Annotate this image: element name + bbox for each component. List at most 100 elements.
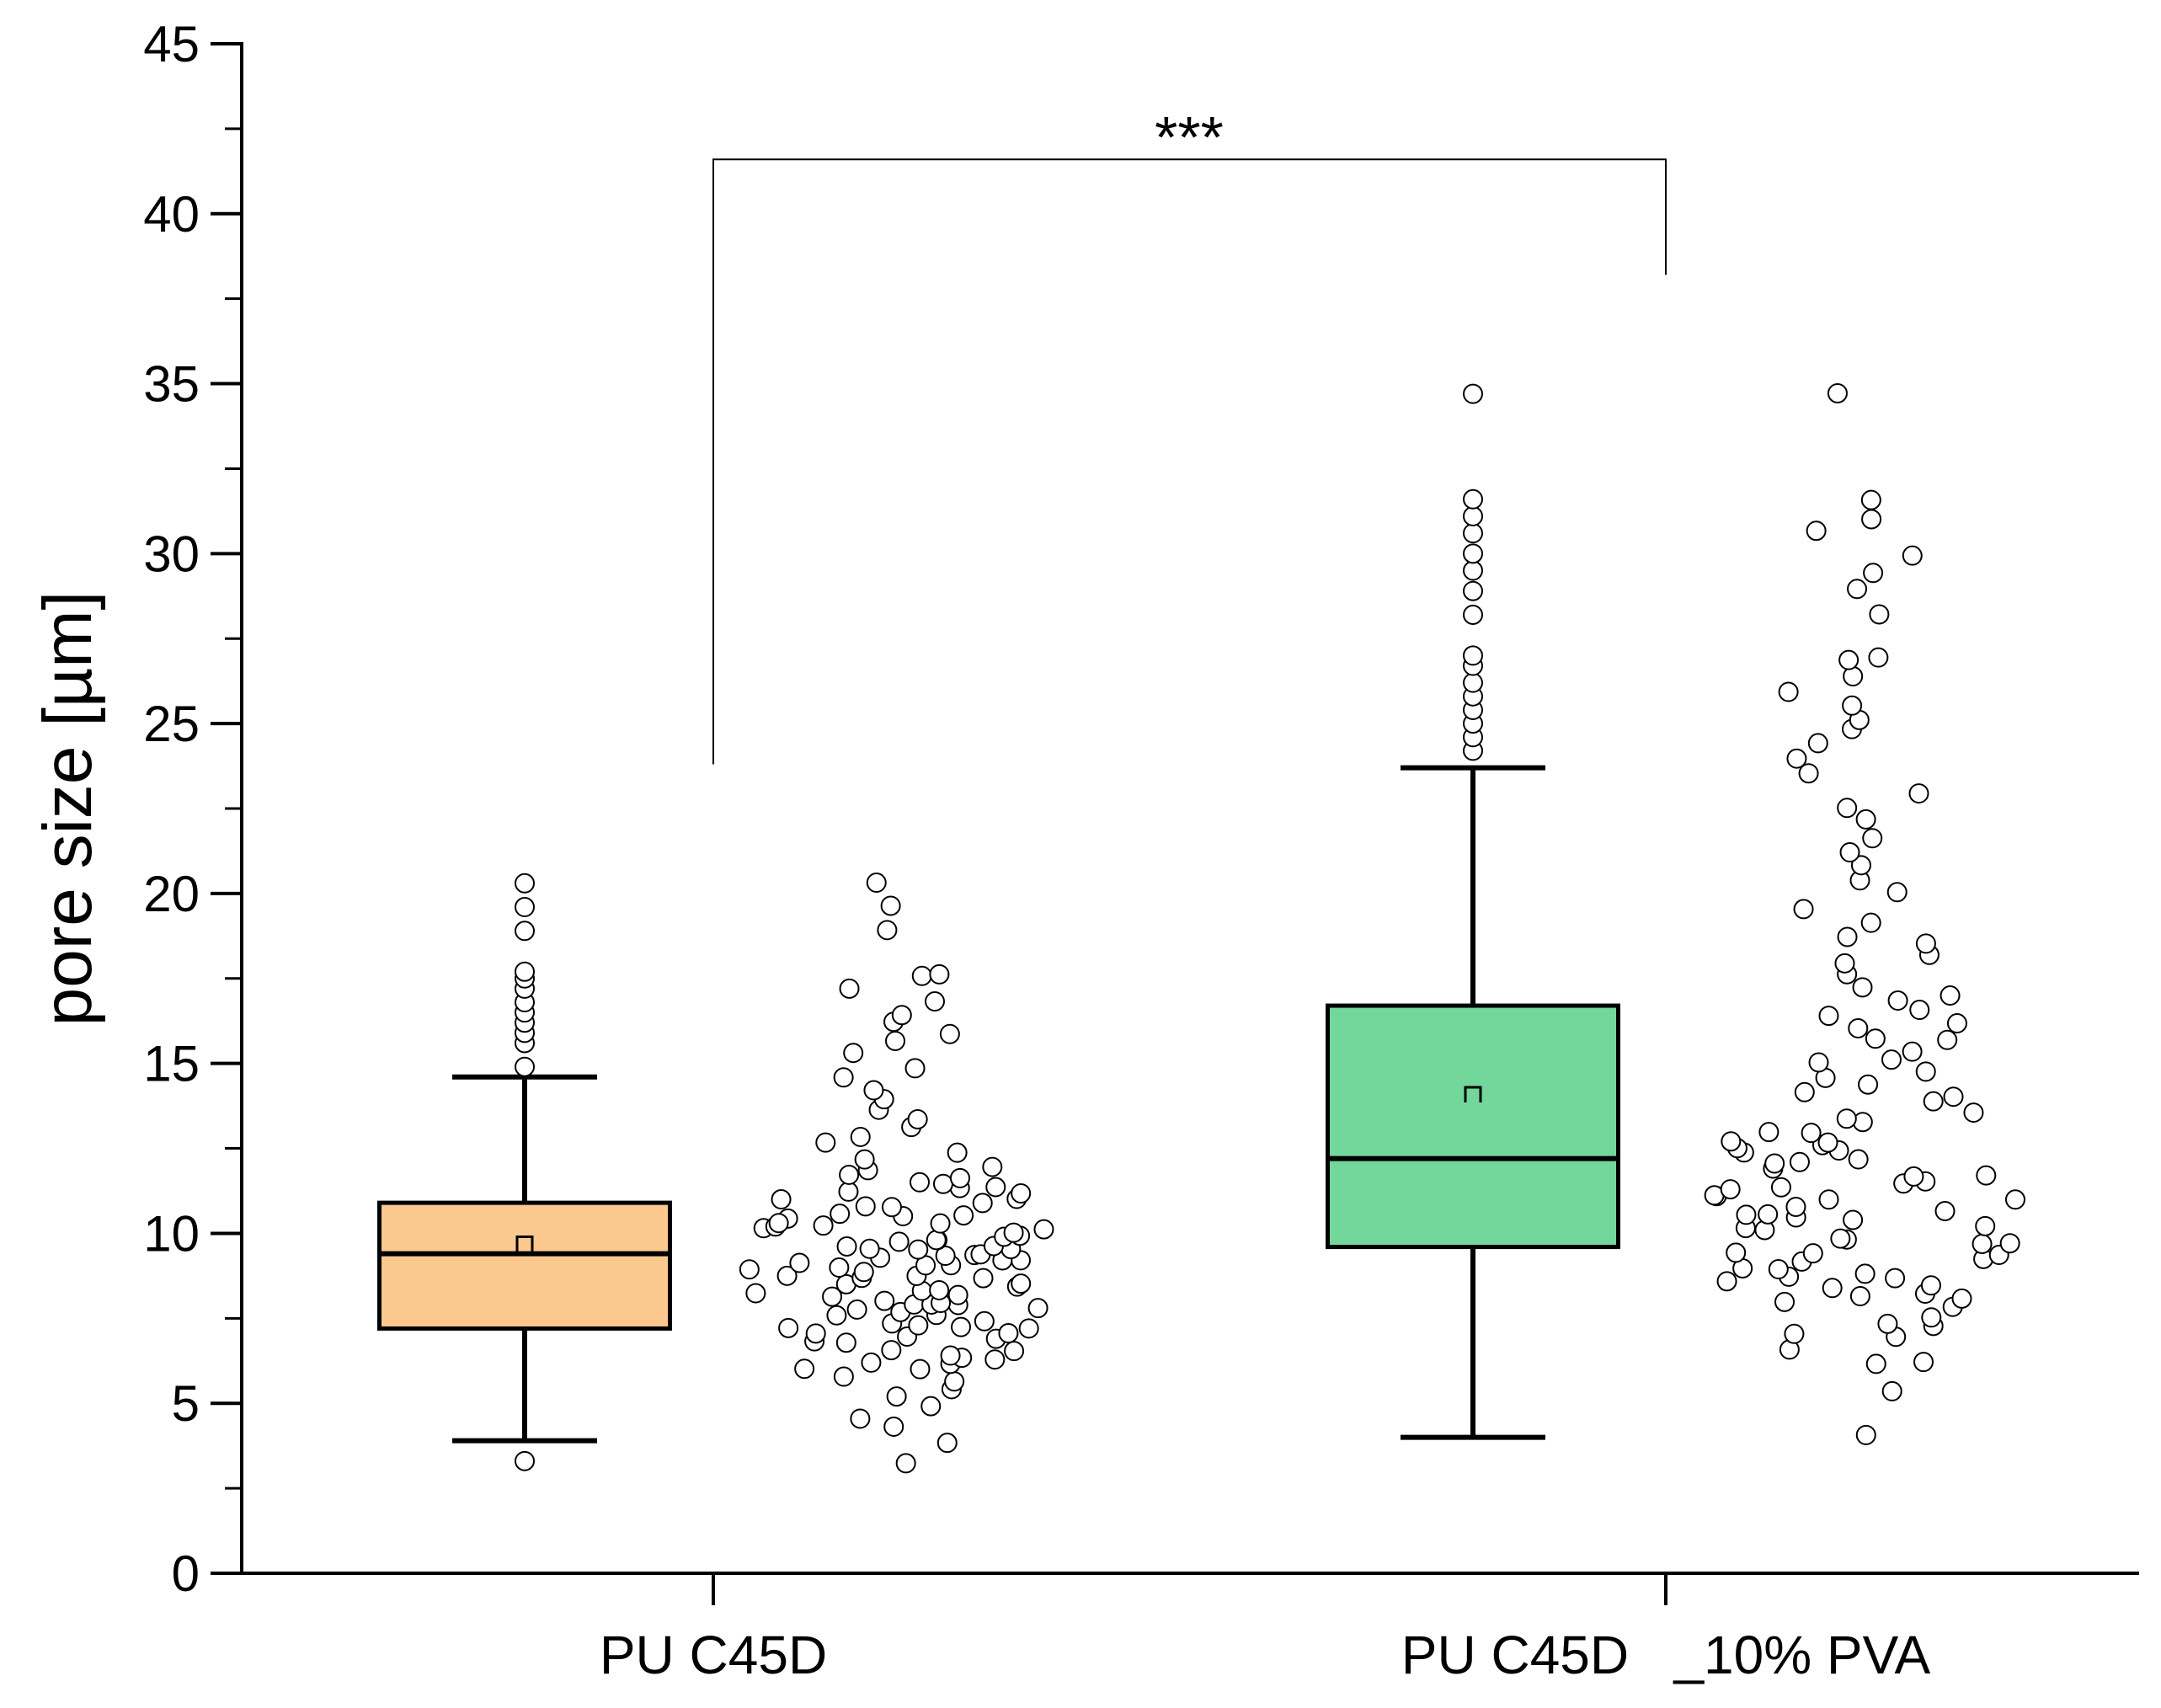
data-point bbox=[1830, 1228, 1851, 1249]
outlier-point bbox=[1463, 488, 1483, 510]
data-point bbox=[998, 1323, 1019, 1344]
data-point bbox=[1837, 926, 1858, 947]
data-point bbox=[1847, 579, 1868, 600]
data-point bbox=[949, 1167, 970, 1188]
data-point bbox=[1802, 1243, 1823, 1264]
data-point bbox=[874, 1290, 895, 1311]
data-point bbox=[885, 1030, 906, 1051]
data-point bbox=[1033, 1219, 1054, 1240]
data-point bbox=[974, 1310, 995, 1332]
data-point bbox=[822, 1286, 843, 1307]
data-point bbox=[1923, 1091, 1944, 1112]
data-point bbox=[776, 1265, 798, 1286]
data-point bbox=[1774, 1291, 1795, 1312]
data-point bbox=[1915, 1061, 1936, 1082]
data-point bbox=[1794, 1081, 1815, 1102]
data-point bbox=[929, 1279, 950, 1300]
data-point bbox=[1855, 809, 1876, 830]
data-point bbox=[1822, 1278, 1843, 1299]
data-point bbox=[1913, 1352, 1934, 1373]
outlier-point bbox=[515, 921, 535, 942]
mean-marker bbox=[1464, 1086, 1482, 1102]
data-point bbox=[813, 1215, 834, 1236]
data-point bbox=[985, 1177, 1006, 1198]
data-point bbox=[836, 1236, 857, 1257]
data-point bbox=[1885, 1268, 1906, 1289]
data-point bbox=[895, 1453, 916, 1474]
data-point bbox=[829, 1257, 850, 1278]
data-point bbox=[1817, 1132, 1838, 1153]
boxes-layer bbox=[377, 383, 1620, 1471]
y-tick-label: 10 bbox=[143, 1205, 200, 1262]
data-point bbox=[930, 1213, 951, 1234]
data-point bbox=[830, 1204, 851, 1225]
data-point bbox=[805, 1323, 826, 1344]
data-point bbox=[866, 873, 887, 894]
data-point bbox=[1937, 1029, 1958, 1050]
data-point bbox=[1768, 1259, 1789, 1280]
data-point bbox=[888, 1231, 910, 1252]
data-point bbox=[1921, 1307, 1942, 1328]
data-point bbox=[924, 991, 945, 1012]
outlier-point bbox=[1463, 523, 1483, 544]
data-point bbox=[1011, 1183, 1032, 1204]
data-point bbox=[815, 1132, 836, 1153]
mean-marker bbox=[515, 1236, 534, 1252]
y-ticks-layer: 0 5 10 15 20 25 30 35 40 45 bbox=[143, 16, 1667, 1605]
data-point bbox=[953, 1205, 974, 1226]
data-point bbox=[1808, 1052, 1829, 1073]
interquartile-box bbox=[377, 1200, 672, 1331]
y-tick-label: 35 bbox=[143, 356, 200, 413]
data-point bbox=[947, 1142, 968, 1163]
data-point bbox=[926, 1230, 947, 1251]
data-point bbox=[1778, 681, 1799, 702]
data-point bbox=[1842, 695, 1863, 716]
data-point bbox=[1849, 1286, 1870, 1307]
significance-label: *** bbox=[1155, 104, 1224, 170]
data-point bbox=[850, 1408, 871, 1429]
data-point bbox=[1920, 1275, 1941, 1296]
data-point bbox=[1758, 1204, 1779, 1225]
outlier-point bbox=[1463, 645, 1483, 666]
data-point bbox=[1975, 1215, 1996, 1236]
data-point bbox=[1854, 1263, 1876, 1284]
data-point bbox=[1818, 1189, 1839, 1210]
data-point bbox=[886, 1386, 907, 1407]
data-point bbox=[1877, 1313, 1898, 1334]
outlier-point bbox=[515, 1450, 535, 1471]
y-tick-label: 45 bbox=[143, 16, 200, 72]
data-point bbox=[1801, 1123, 1822, 1144]
y-tick-label: 5 bbox=[172, 1375, 200, 1432]
data-point bbox=[1011, 1273, 1032, 1294]
data-point bbox=[1758, 1122, 1779, 1143]
data-point bbox=[1868, 647, 1889, 668]
data-point bbox=[1027, 1298, 1048, 1319]
data-point bbox=[833, 1366, 854, 1387]
data-point bbox=[1865, 1028, 1886, 1049]
data-point bbox=[1818, 1006, 1839, 1027]
data-point bbox=[909, 1172, 930, 1193]
data-point bbox=[745, 1283, 766, 1304]
outlier-point bbox=[1463, 580, 1483, 601]
data-point bbox=[1902, 1041, 1923, 1062]
outlier-point bbox=[1463, 560, 1483, 581]
data-point bbox=[936, 1433, 958, 1454]
data-point bbox=[944, 1371, 965, 1392]
data-point bbox=[1003, 1222, 1024, 1243]
data-point bbox=[838, 1181, 859, 1202]
data-point bbox=[911, 965, 932, 986]
data-point bbox=[1848, 1149, 1869, 1170]
outlier-point bbox=[1463, 672, 1483, 693]
data-point bbox=[863, 1080, 884, 1101]
data-point bbox=[984, 1349, 1006, 1370]
data-point bbox=[1908, 783, 1929, 804]
data-point bbox=[1999, 1233, 2020, 1254]
data-point bbox=[883, 1416, 904, 1437]
data-point bbox=[1716, 1271, 1737, 1292]
data-point bbox=[854, 1149, 875, 1170]
data-point bbox=[1726, 1242, 1747, 1263]
data-point bbox=[1963, 1102, 1984, 1124]
data-point bbox=[1861, 509, 1882, 530]
data-point bbox=[1886, 882, 1908, 903]
data-point bbox=[826, 1305, 847, 1326]
